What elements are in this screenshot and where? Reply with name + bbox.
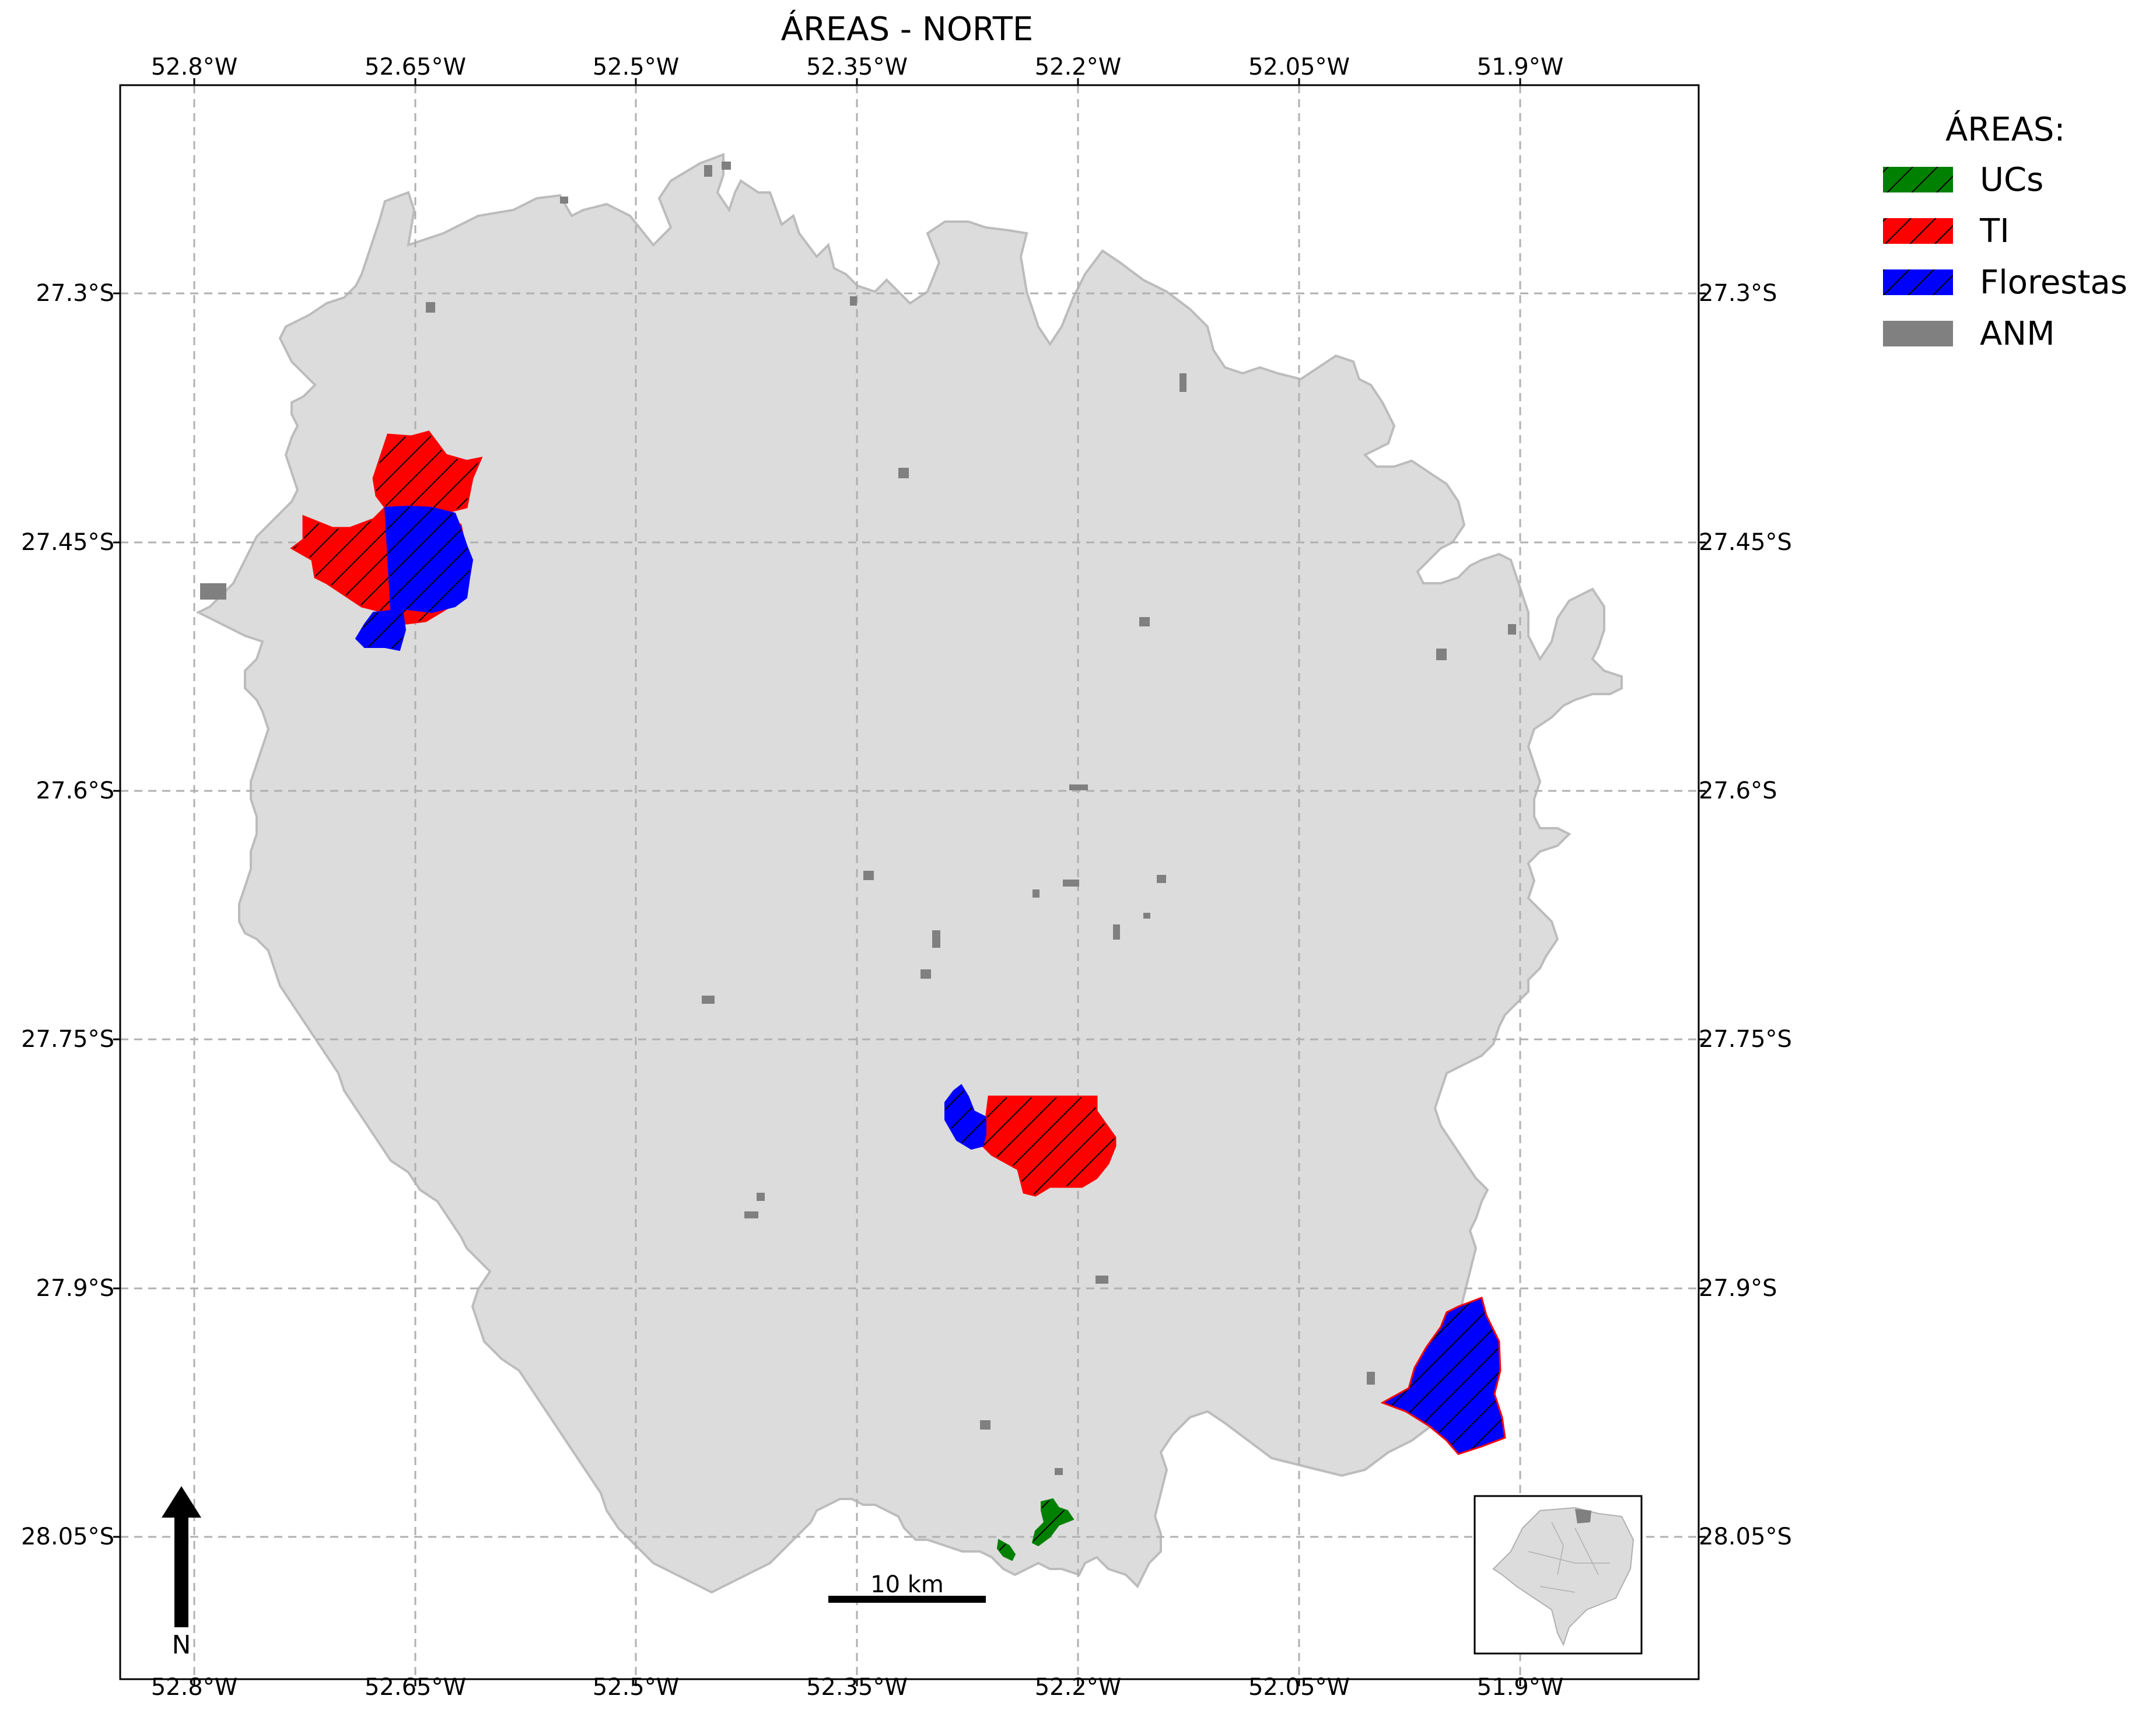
lon-tick-top: 52.8°W (150, 54, 238, 80)
lat-tick-left: 27.45°S (21, 529, 114, 556)
legend-swatch-anm (1883, 321, 1953, 346)
lat-tick-left: 27.3°S (36, 280, 114, 307)
legend-label-florestas: Florestas (1980, 264, 2127, 302)
map-frame (119, 84, 1700, 1680)
florestas-southeast-polygon (1380, 1297, 1506, 1455)
anm-parcels (200, 162, 1516, 1475)
legend-label-ucs: UCs (1980, 161, 2044, 199)
ucs-south-polygon (1031, 1498, 1074, 1547)
lon-tick-top: 52.35°W (806, 54, 908, 80)
florestas-center-polygon (944, 1084, 986, 1150)
lon-tick-top: 52.2°W (1034, 54, 1122, 80)
north-arrow-icon (162, 1486, 201, 1627)
legend-swatch-florestas (1883, 269, 1953, 295)
legend-label-ti: TI (1980, 212, 2010, 250)
lon-tick-top: 51.9°W (1476, 54, 1564, 80)
lat-tick-left: 27.6°S (36, 777, 114, 804)
lat-tick-right: 27.9°S (1699, 1275, 1777, 1302)
graticule (120, 85, 1699, 1679)
lat-tick-right: 27.6°S (1699, 777, 1777, 804)
lat-tick-right: 27.45°S (1699, 529, 1792, 556)
lon-tick-top: 52.5°W (592, 54, 680, 80)
inset-locator-map (1474, 1495, 1643, 1655)
region-polygon (195, 153, 1623, 1594)
lon-tick-top: 52.65°W (364, 54, 467, 80)
map-title: ÁREAS - NORTE (780, 10, 1034, 48)
lat-tick-right: 27.3°S (1699, 280, 1777, 307)
tick-marks (113, 78, 1706, 1686)
lat-tick-left: 27.75°S (21, 1026, 114, 1053)
lat-tick-right: 27.75°S (1699, 1026, 1792, 1053)
ucs-south-small-polygon (996, 1539, 1016, 1561)
north-arrow-label: N (172, 1630, 191, 1660)
legend-label-anm: ANM (1980, 315, 2055, 353)
florestas-northwest-polygon (384, 505, 474, 614)
lat-tick-left: 27.9°S (36, 1275, 114, 1302)
legend-swatch-ti (1883, 218, 1953, 244)
florestas-northwest-tail (355, 608, 407, 651)
legend-title: ÁREAS: (1945, 111, 2066, 149)
lat-tick-left: 28.05°S (21, 1523, 114, 1550)
legend-swatch-ucs (1883, 167, 1953, 192)
ti-center-polygon (982, 1095, 1116, 1197)
lon-tick-top: 52.05°W (1248, 54, 1350, 80)
scale-bar-label: 10 km (870, 1571, 944, 1598)
lat-tick-right: 28.05°S (1699, 1523, 1792, 1550)
